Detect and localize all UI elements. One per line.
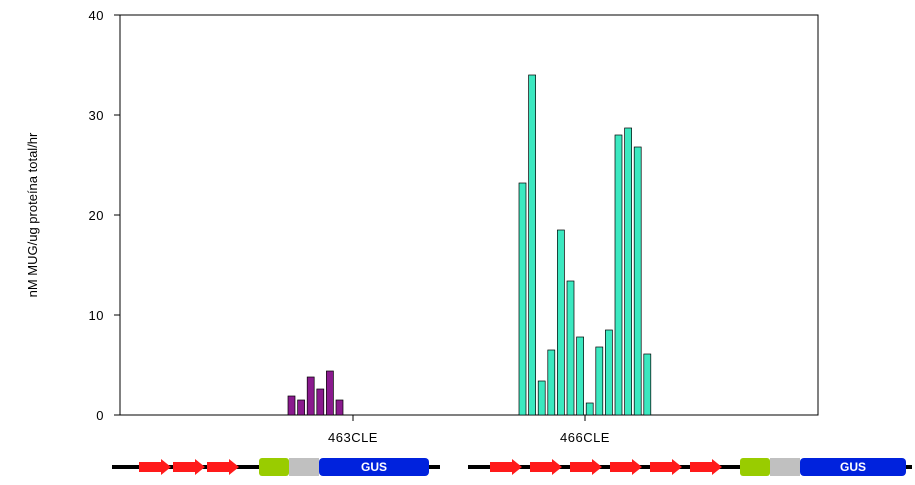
promoter-arrow-icon <box>139 459 171 475</box>
gus-box <box>800 458 906 476</box>
bar-466CLE-13 <box>633 146 642 416</box>
bar-466CLE-12 <box>624 127 632 416</box>
bar-466CLE-10 <box>605 329 613 416</box>
bar-466CLE-3 <box>537 380 546 416</box>
promoter-arrows <box>139 459 239 475</box>
promoter-arrow-icon <box>490 459 522 475</box>
x-axis: 463CLE 466CLE <box>328 415 610 445</box>
bar-463CLE-4 <box>316 388 325 416</box>
y-tick-label: 0 <box>96 408 104 423</box>
gus-label: GUS <box>361 460 387 474</box>
y-axis-title: nM MUG/ug proteína total/hr <box>25 132 40 297</box>
construct-463CLE: GUS <box>112 458 440 476</box>
y-tick-label: 40 <box>89 8 104 23</box>
y-axis: 0 10 20 30 40 <box>89 8 120 423</box>
promoter-arrows <box>490 459 722 475</box>
bar-466CLE-4 <box>547 349 556 416</box>
bar-466CLE-6 <box>566 280 575 416</box>
x-tick-label-466CLE: 466CLE <box>560 430 610 445</box>
bar-466CLE-1 <box>518 182 527 416</box>
bar-466CLE-14 <box>643 353 652 416</box>
bar-466CLE-2 <box>528 74 536 416</box>
bar-463CLE-1 <box>287 395 296 416</box>
gray-element <box>289 458 319 476</box>
bar-463CLE-2 <box>297 399 305 416</box>
y-tick-label: 20 <box>89 208 104 223</box>
bar-463CLE-6 <box>335 399 344 416</box>
gus-box <box>319 458 429 476</box>
bar-466CLE-9 <box>595 346 604 416</box>
bar-466CLE-11 <box>614 134 623 416</box>
gus-label: GUS <box>840 460 866 474</box>
promoter-arrow-icon <box>570 459 602 475</box>
bar-466CLE-7 <box>576 336 584 416</box>
promoter-arrow-icon <box>173 459 205 475</box>
x-tick-label-463CLE: 463CLE <box>328 430 378 445</box>
y-tick-label: 10 <box>89 308 104 323</box>
bar-463CLE-5 <box>326 370 334 416</box>
bar-463CLE-3 <box>306 376 315 416</box>
gray-element <box>770 458 800 476</box>
promoter-arrow-icon <box>690 459 722 475</box>
bars <box>287 74 652 416</box>
bar-466CLE-8 <box>585 402 594 416</box>
promoter-arrow-icon <box>207 459 239 475</box>
promoter-arrow-icon <box>610 459 642 475</box>
bar-466CLE-5 <box>557 229 565 416</box>
construct-466CLE: GUS <box>468 458 912 476</box>
promoter-arrow-icon <box>650 459 682 475</box>
green-element <box>259 458 289 476</box>
plot-frame <box>119 14 819 416</box>
green-element <box>740 458 770 476</box>
promoter-arrow-icon <box>530 459 562 475</box>
y-tick-label: 30 <box>89 108 104 123</box>
